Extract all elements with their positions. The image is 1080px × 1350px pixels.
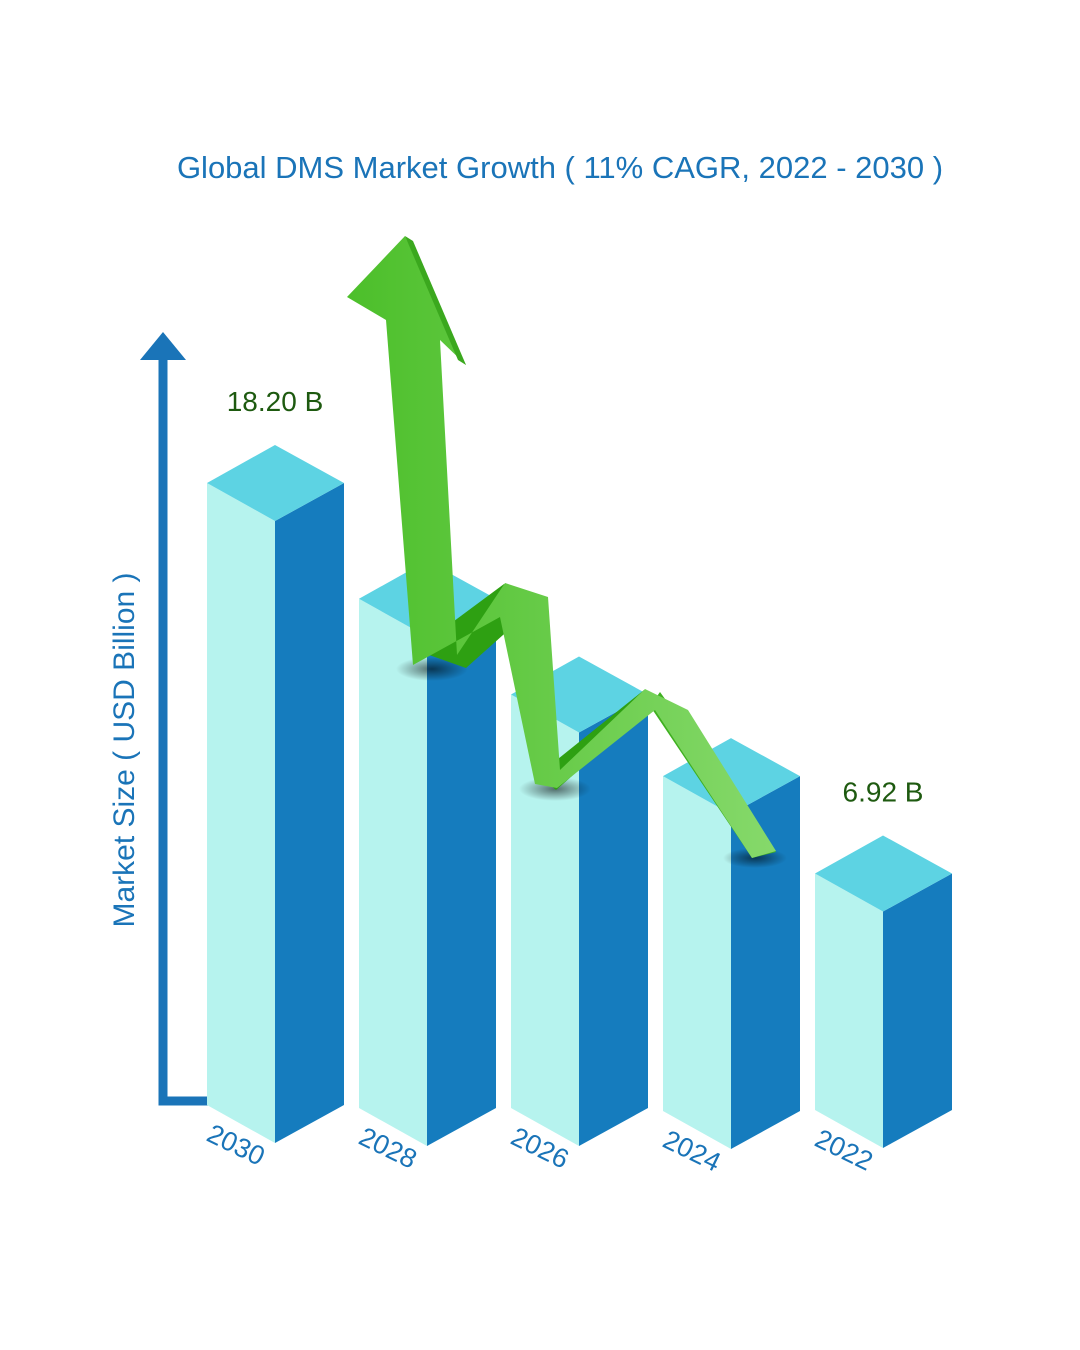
bar-2030: [207, 445, 344, 1143]
bar-side-face: [883, 873, 952, 1148]
value-labels: 18.20 B 6.92 B: [227, 386, 924, 808]
bar-side-face: [731, 776, 800, 1149]
bar-front-face: [207, 483, 275, 1143]
y-axis-label: Market Size ( USD Billion ): [108, 572, 141, 927]
bar-2024: [663, 738, 800, 1149]
bar-2022: [815, 835, 952, 1148]
bar-top-face: [207, 445, 344, 521]
bar-front-face: [663, 776, 731, 1149]
value-label: 18.20 B: [227, 386, 324, 417]
y-axis-arrowhead-icon: [140, 332, 186, 360]
value-label: 6.92 B: [843, 777, 924, 808]
bar-side-face: [275, 483, 344, 1143]
y-axis-line: [158, 357, 208, 1106]
chart-title: Global DMS Market Growth ( 11% CAGR, 202…: [177, 150, 943, 185]
bar-side-face: [579, 694, 648, 1146]
bar-front-face: [511, 694, 579, 1146]
bar-side-face: [427, 598, 496, 1146]
bar-top-face: [815, 835, 952, 912]
bar-front-face: [815, 873, 883, 1148]
y-axis: [140, 332, 208, 1106]
bar-2028: [359, 560, 496, 1146]
growth-arrow-icon: [347, 236, 787, 868]
bar-front-face: [359, 598, 427, 1146]
